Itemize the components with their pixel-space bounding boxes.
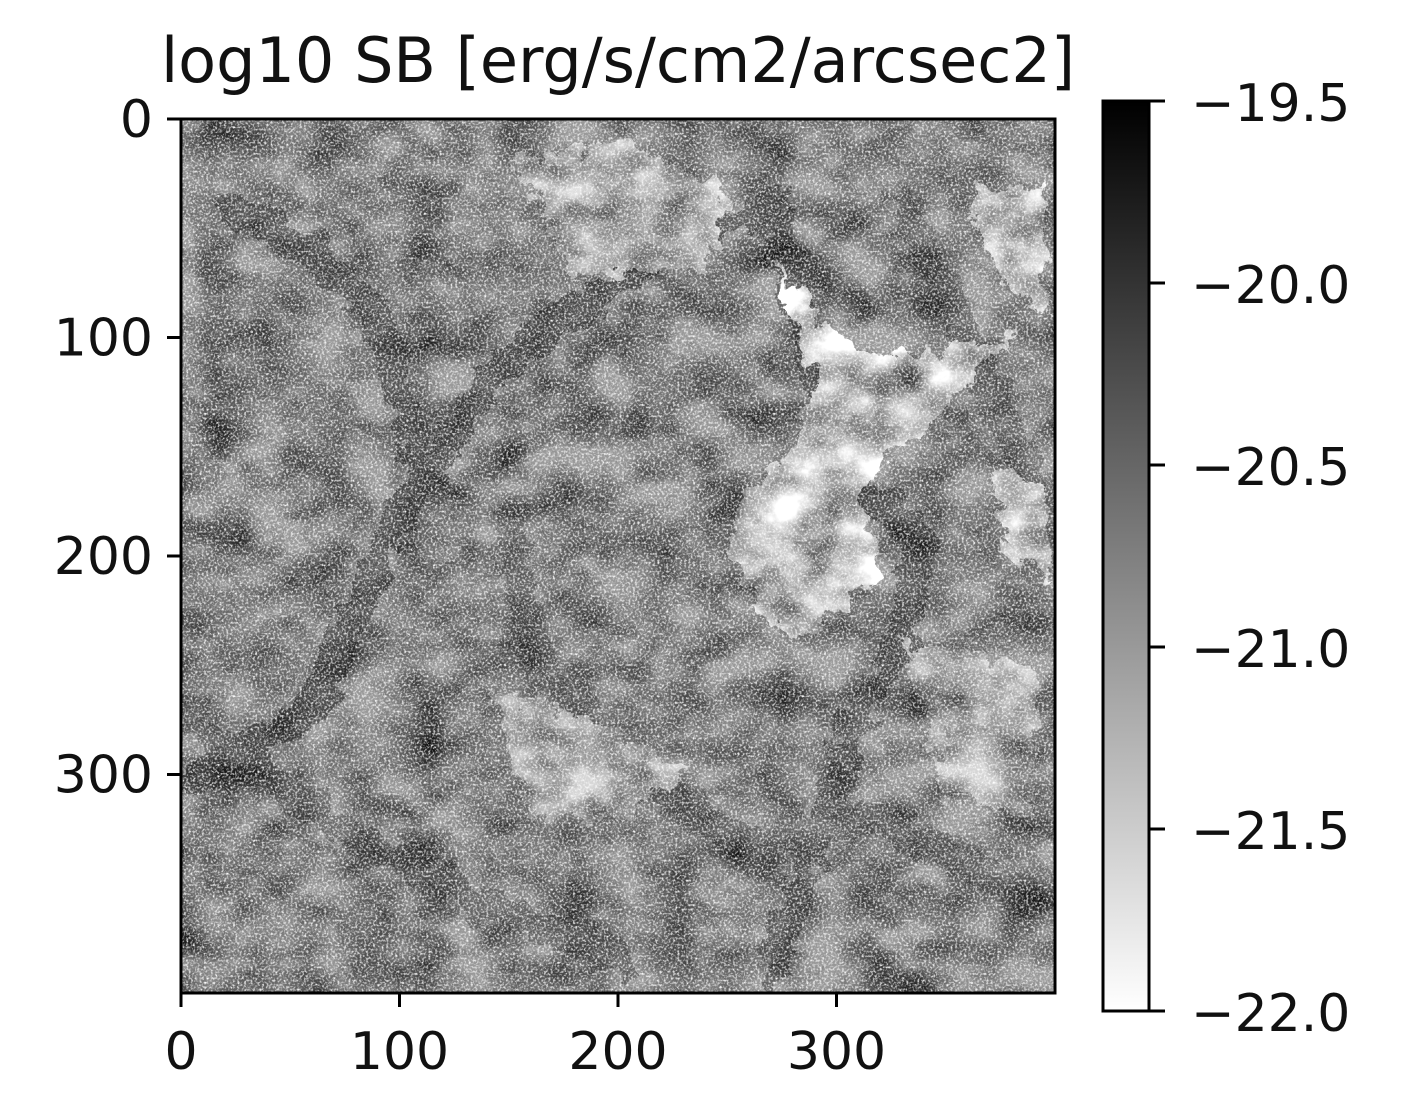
x-tick-label: 0 <box>164 1022 197 1082</box>
heatmap-speckle <box>181 119 1055 993</box>
y-axis: 0 100 200 300 <box>54 90 181 806</box>
chart-title: log10 SB [erg/s/cm2/arcsec2] <box>161 24 1075 97</box>
colorbar-tick-label: −20.0 <box>1191 256 1350 316</box>
x-tick-label: 100 <box>350 1022 449 1082</box>
colorbar <box>1101 99 1151 1013</box>
y-tick-label: 0 <box>120 90 153 150</box>
x-axis: 0 100 200 300 <box>164 993 886 1082</box>
colorbar-tick-label: −19.5 <box>1191 74 1350 134</box>
colorbar-axis: −19.5 −20.0 −20.5 −21.0 −21.5 −22.0 <box>1149 74 1350 1044</box>
y-tick-label: 200 <box>54 527 153 587</box>
heatmap-image <box>181 119 1055 993</box>
x-tick-label: 200 <box>568 1022 667 1082</box>
x-tick-label: 300 <box>787 1022 886 1082</box>
colorbar-tick-label: −21.0 <box>1191 620 1350 680</box>
y-tick-label: 100 <box>54 309 153 369</box>
colorbar-tick-label: −20.5 <box>1191 438 1350 498</box>
colorbar-tick-label: −22.0 <box>1191 984 1350 1044</box>
colorbar-tick-label: −21.5 <box>1191 802 1350 862</box>
y-tick-label: 300 <box>54 746 153 806</box>
